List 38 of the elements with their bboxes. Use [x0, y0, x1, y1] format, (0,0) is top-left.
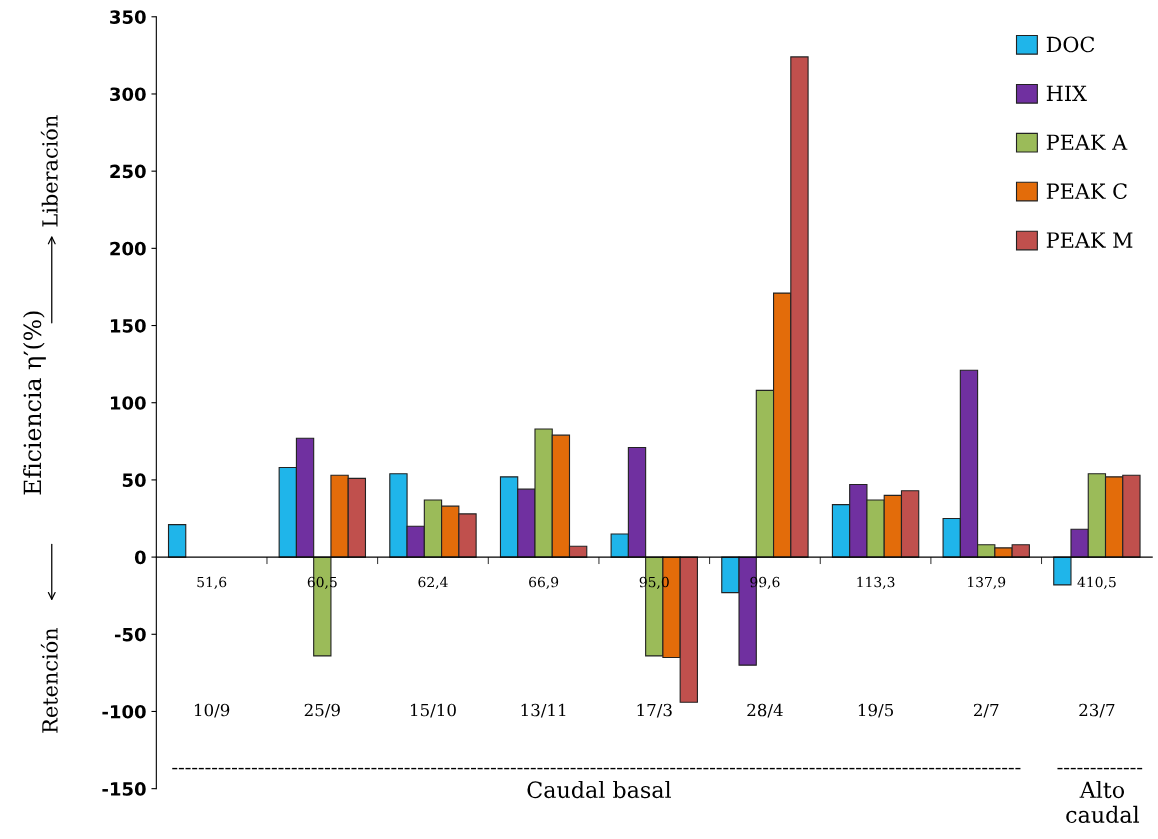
x-tick-label: 137,9	[968, 576, 1006, 589]
text: Retención	[40, 627, 58, 733]
annotation: 19/5	[858, 703, 893, 718]
y-tick-label: 350	[110, 10, 146, 24]
annotation: Alto caudal	[1066, 780, 1140, 824]
y-tick-label: 200	[110, 241, 146, 256]
annotation: 17/3	[637, 703, 672, 718]
x-tick-label: 62,4	[418, 576, 448, 589]
legend-label: DOC	[1046, 36, 1095, 53]
x-tick-label: 410,5	[1077, 576, 1116, 589]
legend-label: PEAK M	[1046, 232, 1133, 248]
annotation: 25/9	[304, 703, 340, 718]
bar	[167, 524, 187, 558]
x-tick-label: 66,9	[529, 576, 559, 589]
y-tick-label: 150	[110, 318, 146, 333]
y-tick-label: 300	[110, 87, 146, 102]
y-tick-label: 0	[134, 550, 146, 565]
annotation: 10/9	[194, 703, 230, 718]
y-tick-label: -100	[102, 704, 146, 719]
y-tick-label: -150	[102, 782, 146, 796]
text: Liberación	[40, 115, 58, 227]
legend-label: HIX	[1046, 85, 1087, 101]
annotation: 15/10	[410, 703, 456, 718]
x-tick-label: 113,3	[857, 576, 895, 589]
y-tick-label: -50	[114, 627, 146, 642]
legend-label: PEAK C	[1046, 183, 1127, 200]
x-tick-label: 51,6	[197, 576, 227, 589]
annotation: 13/11	[521, 703, 566, 718]
y-tick-label: 250	[110, 164, 146, 179]
annotation: Caudal basal	[527, 780, 671, 799]
annotation: 2/7	[973, 703, 999, 718]
y-axis-title: Eficiencia η′(%)	[23, 311, 46, 495]
legend-label: PEAK A	[1046, 134, 1128, 150]
y-tick-label: 100	[110, 396, 146, 410]
annotation: 23/7	[1079, 703, 1115, 718]
annotation: 28/4	[747, 703, 783, 718]
bar	[1053, 556, 1072, 586]
y-tick-label: 50	[122, 473, 146, 488]
